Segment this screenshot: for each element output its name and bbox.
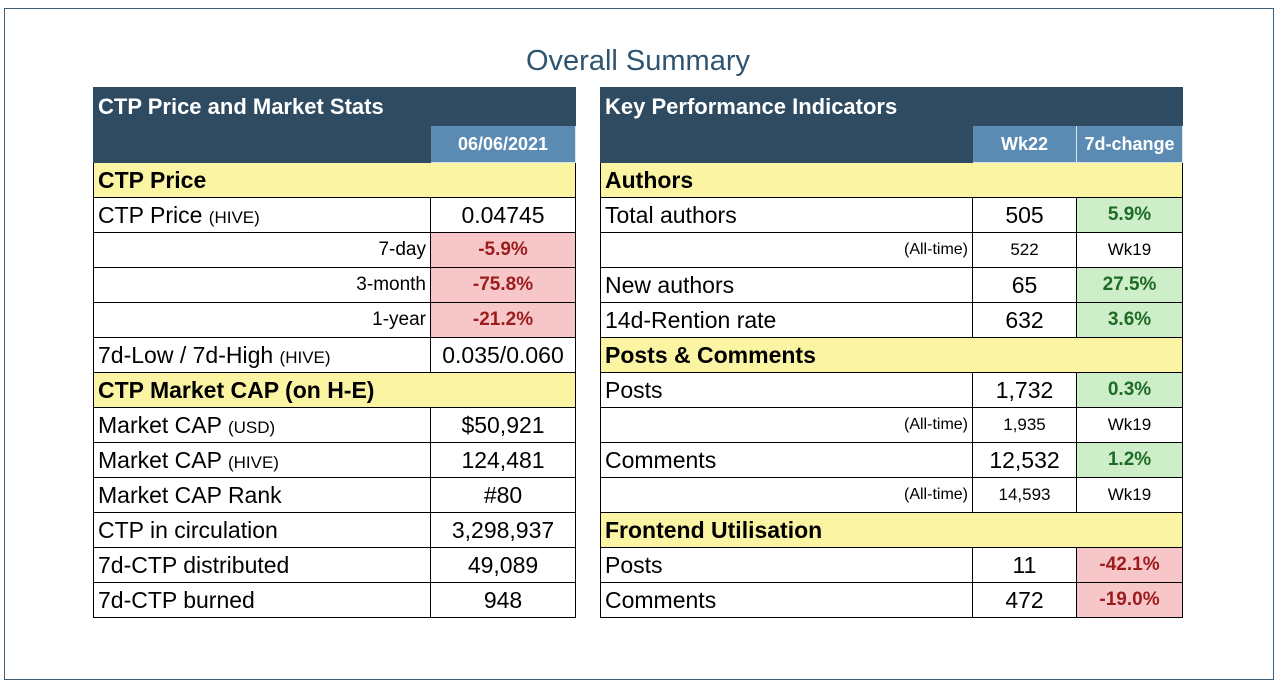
table-row: 7d-CTP distributed 49,089: [93, 547, 577, 583]
week-value: 65: [972, 267, 1077, 303]
row-label: Market CAP (USD): [93, 407, 431, 443]
row-label: New authors: [600, 267, 973, 303]
table-row: Posts 1,732 0.3%: [600, 372, 1184, 408]
change-value: -19.0%: [1075, 582, 1184, 618]
row-label: 7d-Low / 7d-High (HIVE): [93, 337, 431, 373]
header-spacer: [93, 125, 431, 163]
table-row: (All-time) 1,935 Wk19: [600, 407, 1184, 443]
week-value: 632: [972, 302, 1077, 338]
header-spacer: [600, 125, 973, 163]
cap-hive-value: 124,481: [429, 442, 577, 478]
change-header: 7d-change: [1075, 125, 1184, 163]
burned-value: 948: [429, 582, 577, 618]
price-value: 0.04745: [429, 197, 577, 233]
change-value: -75.8%: [429, 267, 577, 303]
row-label: (All-time): [600, 232, 973, 268]
table-row: Comments 12,532 1.2%: [600, 442, 1184, 478]
row-label: Comments: [600, 582, 973, 618]
section-ctp-price: CTP Price: [92, 162, 577, 198]
row-label: (All-time): [600, 407, 973, 443]
table-row: (All-time) 522 Wk19: [600, 232, 1184, 268]
circulation-value: 3,298,937: [429, 512, 577, 548]
change-value: 27.5%: [1075, 267, 1184, 303]
distributed-value: 49,089: [429, 547, 577, 583]
alltime-value: 1,935: [972, 407, 1077, 443]
row-label: (All-time): [600, 477, 973, 513]
row-label: Comments: [600, 442, 973, 478]
week-value: 472: [972, 582, 1077, 618]
row-label: 1-year: [93, 302, 431, 338]
week-value: 12,532: [972, 442, 1077, 478]
table-row: 14d-Rention rate 632 3.6%: [600, 302, 1184, 338]
alltime-value: 522: [972, 232, 1077, 268]
row-label: 7d-CTP distributed: [93, 547, 431, 583]
table-row: 7d-CTP burned 948: [93, 582, 577, 618]
alltime-value: 14,593: [972, 477, 1077, 513]
table-row: CTP Price (HIVE) 0.04745: [93, 197, 577, 233]
row-label: 7-day: [93, 232, 431, 268]
week-value: 11: [972, 547, 1077, 583]
table-row: (All-time) 14,593 Wk19: [600, 477, 1184, 513]
alltime-week: Wk19: [1075, 477, 1184, 513]
change-value: -42.1%: [1075, 547, 1184, 583]
kpi-header: Key Performance Indicators: [599, 87, 1184, 126]
table-row: 3-month -75.8%: [93, 267, 577, 303]
page-title: Overall Summary: [526, 45, 750, 77]
table-row: Comments 472 -19.0%: [600, 582, 1184, 618]
table-row: Market CAP Rank #80: [93, 477, 577, 513]
change-value: 5.9%: [1075, 197, 1184, 233]
row-label: CTP in circulation: [93, 512, 431, 548]
change-value: -5.9%: [429, 232, 577, 268]
section-frontend: Frontend Utilisation: [599, 512, 1184, 548]
row-label: CTP Price (HIVE): [93, 197, 431, 233]
week-value: 505: [972, 197, 1077, 233]
section-market-cap: CTP Market CAP (on H-E): [92, 372, 577, 408]
cap-usd-value: $50,921: [429, 407, 577, 443]
table-row: Total authors 505 5.9%: [600, 197, 1184, 233]
row-label: Total authors: [600, 197, 973, 233]
row-label: 7d-CTP burned: [93, 582, 431, 618]
rank-value: #80: [429, 477, 577, 513]
week-value: 1,732: [972, 372, 1077, 408]
market-stats-table: CTP Price and Market Stats 06/06/2021 CT…: [92, 87, 577, 618]
row-label: 14d-Rention rate: [600, 302, 973, 338]
change-value: 0.3%: [1075, 372, 1184, 408]
alltime-week: Wk19: [1075, 232, 1184, 268]
row-label: 3-month: [93, 267, 431, 303]
alltime-week: Wk19: [1075, 407, 1184, 443]
table-row: 7d-Low / 7d-High (HIVE) 0.035/0.060: [93, 337, 577, 373]
table-row: Market CAP (USD) $50,921: [93, 407, 577, 443]
kpi-table: Key Performance Indicators Wk22 7d-chang…: [599, 87, 1184, 618]
section-authors: Authors: [599, 162, 1184, 198]
row-label: Market CAP (HIVE): [93, 442, 431, 478]
week-header: Wk22: [972, 125, 1077, 163]
row-label: Market CAP Rank: [93, 477, 431, 513]
change-value: 1.2%: [1075, 442, 1184, 478]
table-row: Market CAP (HIVE) 124,481: [93, 442, 577, 478]
row-label: Posts: [600, 547, 973, 583]
table-row: Posts 11 -42.1%: [600, 547, 1184, 583]
date-header: 06/06/2021: [429, 125, 577, 163]
table-row: New authors 65 27.5%: [600, 267, 1184, 303]
change-value: -21.2%: [429, 302, 577, 338]
change-value: 3.6%: [1075, 302, 1184, 338]
table-row: 1-year -21.2%: [93, 302, 577, 338]
table-row: CTP in circulation 3,298,937: [93, 512, 577, 548]
section-posts-comments: Posts & Comments: [599, 337, 1184, 373]
lowhigh-value: 0.035/0.060: [429, 337, 577, 373]
market-stats-header: CTP Price and Market Stats: [92, 87, 577, 126]
table-row: 7-day -5.9%: [93, 232, 577, 268]
row-label: Posts: [600, 372, 973, 408]
